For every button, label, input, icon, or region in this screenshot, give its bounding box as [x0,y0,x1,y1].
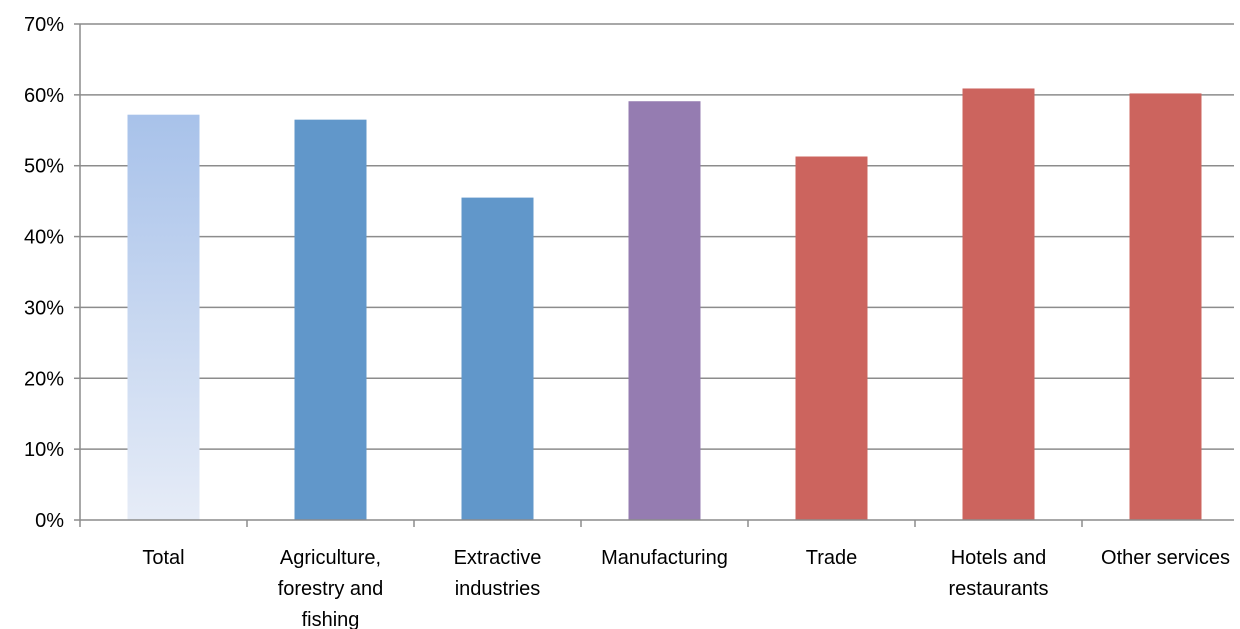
y-tick-label: 0% [35,510,64,532]
y-tick-label: 10% [24,439,64,461]
x-category-label: Other services [1101,547,1230,569]
bar [962,88,1035,520]
bars [127,88,1202,521]
y-tick-label: 60% [24,85,64,107]
y-tick-label: 50% [24,156,64,178]
x-category-label: Total [142,547,184,569]
y-tick-label: 30% [24,297,64,319]
x-category-label: Manufacturing [601,547,728,569]
axes [74,23,1234,527]
x-category-label: Agriculture, forestry and fishing [278,547,384,629]
bar [1129,93,1202,520]
y-tick-label: 70% [24,14,64,36]
y-tick-label: 40% [24,227,64,249]
x-category-label: Extractive industries [454,547,542,600]
bar [628,101,701,520]
y-tick-label: 20% [24,368,64,390]
x-category-label: Trade [806,547,858,569]
x-category-label: Hotels and restaurants [948,547,1048,600]
bar [461,197,534,520]
bar [127,114,200,520]
labels: 0% 10% 20% 30% 40% 50% 60% 70% Total Agriculture,… [24,14,1230,629]
bar [795,156,868,520]
bar [294,119,367,521]
